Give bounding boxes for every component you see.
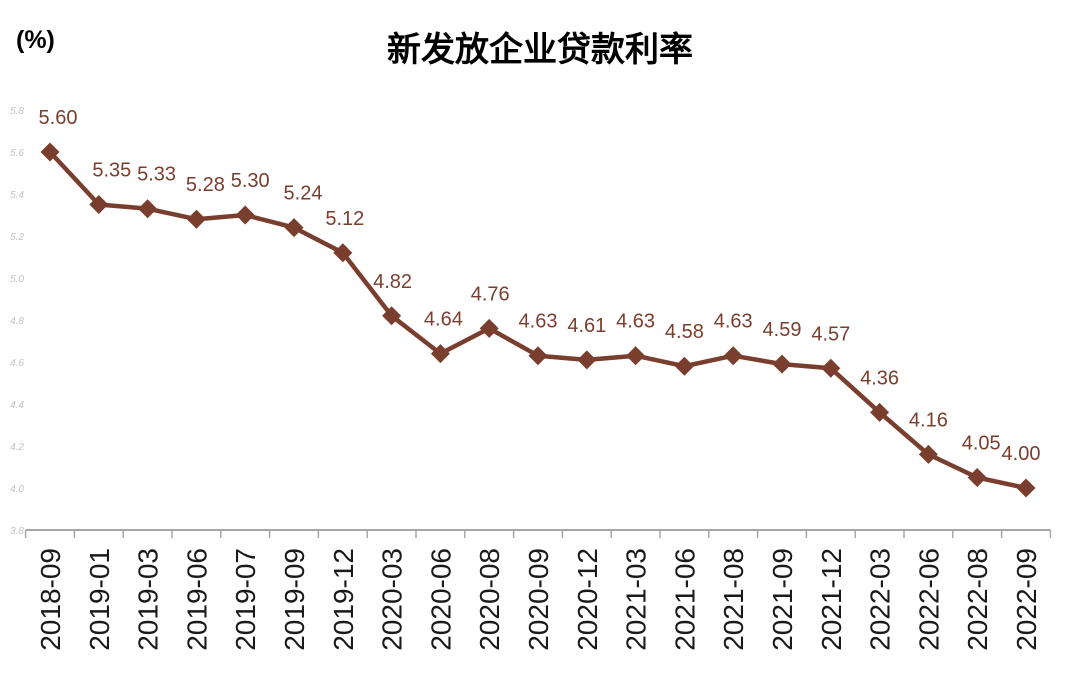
data-point-marker <box>626 346 646 366</box>
x-tick-label: 2019-06 <box>181 548 212 651</box>
x-tick-label: 2021-08 <box>718 548 749 651</box>
data-point-label: 4.16 <box>909 409 948 431</box>
data-point-marker <box>333 243 353 263</box>
data-point-label: 4.63 <box>616 311 655 333</box>
data-point-marker <box>138 199 158 219</box>
data-point-marker <box>674 356 694 376</box>
data-point-marker <box>821 358 841 378</box>
data-point-label: 4.00 <box>1002 443 1041 465</box>
y-tick-label: 4.4 <box>10 400 24 411</box>
x-tick-label: 2021-03 <box>621 548 652 651</box>
data-point-marker <box>284 218 304 238</box>
data-point-marker <box>479 318 499 338</box>
data-point-marker <box>967 468 987 487</box>
data-point-marker <box>382 306 402 326</box>
x-tick-label: 2022-08 <box>962 548 993 651</box>
data-point-marker <box>40 142 60 162</box>
x-tick-label: 2019-07 <box>230 548 261 651</box>
data-point-label: 4.82 <box>373 271 412 293</box>
data-point-label: 5.12 <box>325 208 364 230</box>
data-point-marker <box>89 195 109 214</box>
y-tick-label: 5.8 <box>10 106 24 117</box>
data-point-label: 4.57 <box>811 323 850 345</box>
data-point-label: 5.30 <box>231 170 270 192</box>
x-tick-label: 2020-09 <box>523 548 554 651</box>
data-point-marker <box>235 205 255 225</box>
data-point-label: 4.76 <box>471 283 510 305</box>
x-tick-label: 2020-03 <box>377 548 408 651</box>
x-tick-label: 2021-12 <box>816 548 847 651</box>
data-point-marker <box>1016 478 1036 498</box>
y-tick-label: 4.2 <box>10 442 24 453</box>
x-tick-label: 2020-06 <box>425 548 456 651</box>
data-point-marker <box>186 209 206 229</box>
data-point-label: 4.58 <box>665 321 704 343</box>
x-tick-label: 2019-03 <box>133 548 164 651</box>
data-point-marker <box>918 444 938 464</box>
data-point-marker <box>577 350 597 370</box>
x-tick-label: 2022-06 <box>913 548 944 651</box>
y-tick-label: 5.6 <box>10 148 24 159</box>
data-point-label: 5.33 <box>137 164 176 186</box>
y-tick-label: 4.8 <box>10 316 24 327</box>
x-tick-label: 2021-09 <box>767 548 798 651</box>
data-point-label: 4.36 <box>860 367 899 389</box>
data-point-label: 4.59 <box>763 319 802 341</box>
data-point-marker <box>528 346 548 366</box>
x-tick-label: 2020-12 <box>572 548 603 651</box>
x-tick-label: 2019-09 <box>279 548 310 651</box>
x-tick-label: 2018-09 <box>35 548 66 651</box>
data-point-label: 4.61 <box>567 315 606 337</box>
x-tick-label: 2019-01 <box>84 548 115 651</box>
data-point-label: 5.28 <box>186 174 225 196</box>
data-point-label: 4.63 <box>519 311 558 333</box>
y-tick-label: 4.0 <box>10 484 24 495</box>
data-point-label: 5.35 <box>92 160 131 182</box>
x-tick-label: 2021-06 <box>669 548 700 651</box>
data-point-label: 4.64 <box>424 309 463 331</box>
y-tick-label: 3.8 <box>10 526 24 537</box>
x-tick-label: 2020-08 <box>474 548 505 651</box>
y-axis-unit-label: (%) <box>16 26 55 54</box>
y-tick-label: 5.0 <box>10 274 24 285</box>
data-point-label: 4.63 <box>714 311 753 333</box>
y-tick-label: 5.4 <box>10 190 24 201</box>
chart-title: 新发放企业贷款利率 <box>387 31 693 69</box>
x-tick-label: 2019-12 <box>328 548 359 651</box>
y-tick-label: 4.6 <box>10 358 24 369</box>
data-point-marker <box>772 354 792 374</box>
data-point-label: 4.05 <box>962 433 1001 455</box>
data-point-label: 5.60 <box>39 107 78 129</box>
y-tick-label: 5.2 <box>10 232 24 243</box>
x-tick-label: 2022-09 <box>1011 548 1042 651</box>
data-point-marker <box>723 346 743 366</box>
data-point-marker <box>870 402 890 422</box>
data-point-label: 5.24 <box>284 183 323 205</box>
data-point-marker <box>430 344 450 364</box>
x-tick-label: 2022-03 <box>865 548 896 651</box>
